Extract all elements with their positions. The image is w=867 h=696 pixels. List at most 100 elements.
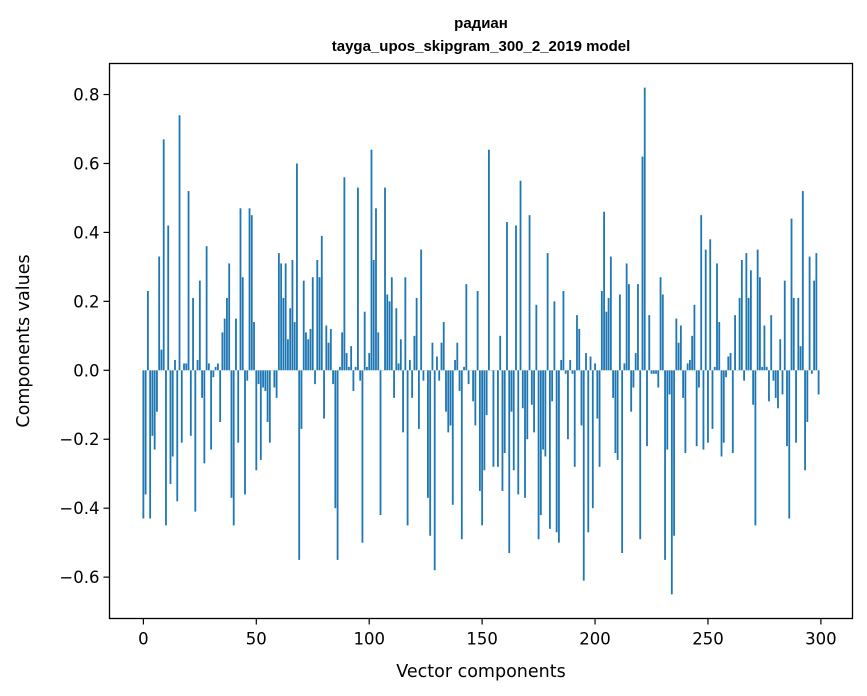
bar	[515, 225, 517, 371]
bar	[664, 370, 666, 560]
bar	[657, 370, 660, 388]
bar	[212, 370, 215, 378]
bar	[722, 370, 725, 443]
bar	[449, 370, 452, 426]
bar	[578, 328, 581, 371]
bar	[476, 291, 479, 371]
bar	[618, 294, 621, 371]
bar	[533, 370, 535, 433]
bar	[585, 353, 587, 371]
bar	[474, 370, 477, 426]
bar	[363, 311, 366, 371]
bar	[198, 280, 201, 371]
bar	[594, 363, 596, 371]
bar	[535, 304, 538, 371]
bar	[488, 149, 490, 371]
bar	[589, 356, 592, 371]
bar	[808, 256, 811, 371]
bar	[756, 249, 759, 371]
bar	[707, 370, 709, 443]
bar	[643, 87, 646, 371]
bar	[250, 215, 253, 371]
bar	[237, 370, 240, 443]
y-tick-label: −0.4	[59, 499, 99, 518]
bar	[201, 370, 203, 398]
bar	[397, 363, 400, 371]
bar	[497, 370, 499, 467]
bar	[287, 339, 289, 371]
bar	[169, 370, 172, 485]
bar	[548, 370, 551, 529]
bar	[478, 370, 481, 491]
bar	[178, 115, 181, 371]
bar	[749, 270, 752, 371]
x-tick-label: 250	[692, 630, 724, 649]
bar	[582, 370, 585, 581]
bar	[567, 370, 569, 440]
bar	[368, 353, 371, 371]
bar	[207, 363, 210, 371]
bar	[325, 325, 328, 371]
bar	[639, 370, 642, 540]
bar	[790, 218, 793, 371]
bar	[343, 177, 346, 371]
bar	[311, 277, 314, 371]
bar	[203, 370, 206, 464]
bar	[350, 346, 353, 371]
bar	[571, 370, 574, 374]
bar	[686, 363, 689, 371]
bar	[481, 370, 484, 526]
bar	[194, 370, 197, 512]
bar	[530, 370, 533, 405]
bar	[546, 253, 549, 371]
bar	[551, 370, 554, 402]
bar	[677, 342, 680, 371]
bar	[695, 370, 698, 447]
bar	[451, 370, 454, 505]
bar	[338, 366, 341, 371]
bar	[298, 370, 301, 560]
bar	[519, 180, 522, 371]
bar	[429, 370, 432, 536]
bar	[329, 328, 332, 371]
bar	[323, 370, 325, 419]
bar	[384, 187, 386, 371]
bar	[605, 311, 608, 371]
y-ticks: 0.8 0.6 0.4 0.2 0.0 −0.2 −0.4 −0.6	[59, 86, 110, 587]
bar	[327, 342, 330, 371]
bar	[223, 318, 226, 371]
bar	[214, 366, 217, 371]
bar	[146, 291, 149, 371]
bar	[499, 335, 502, 371]
bar	[600, 291, 603, 371]
bar	[607, 297, 610, 371]
bar	[659, 277, 662, 371]
x-tick-label: 50	[246, 630, 267, 649]
bar	[445, 370, 447, 412]
chart-subtitle: tayga_upos_skipgram_300_2_2019 model	[332, 38, 631, 55]
bar	[273, 370, 276, 388]
bar	[700, 215, 703, 371]
bar	[232, 370, 235, 526]
bar	[761, 366, 764, 371]
bar	[614, 370, 617, 454]
bar	[655, 370, 657, 374]
bar	[777, 370, 779, 409]
bar	[289, 308, 292, 371]
bar	[411, 370, 414, 398]
bar	[456, 342, 459, 371]
bar	[284, 263, 287, 371]
bar	[625, 263, 628, 371]
bar	[747, 297, 750, 371]
bar	[648, 315, 651, 371]
bar	[539, 370, 542, 516]
bar	[555, 370, 558, 533]
bar	[772, 370, 775, 381]
bar	[404, 277, 407, 371]
bar	[167, 225, 170, 371]
bar	[156, 370, 158, 412]
bar	[417, 370, 420, 429]
bar	[693, 304, 696, 371]
x-axis-label: Vector components	[396, 662, 565, 682]
bar	[291, 259, 294, 371]
